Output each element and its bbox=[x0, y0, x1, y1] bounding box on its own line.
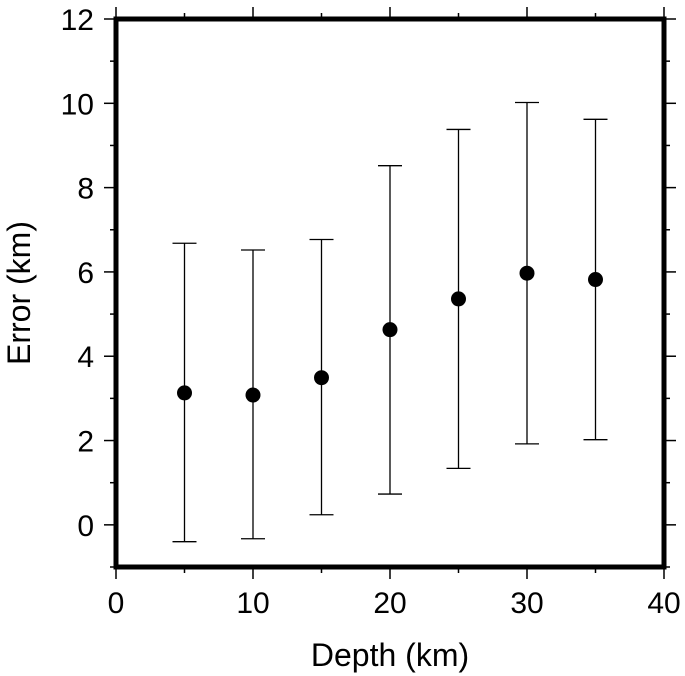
y-tick-label: 12 bbox=[61, 4, 94, 37]
data-point bbox=[519, 265, 535, 281]
y-tick-label: 0 bbox=[77, 510, 94, 543]
data-point bbox=[451, 291, 466, 307]
x-tick-label: 20 bbox=[373, 587, 406, 620]
y-tick-label: 4 bbox=[77, 341, 94, 374]
y-tick-label: 6 bbox=[77, 257, 94, 290]
x-tick-label: 10 bbox=[236, 587, 269, 620]
data-points bbox=[177, 265, 603, 403]
plot-frame bbox=[113, 16, 667, 570]
y-tick-label: 8 bbox=[77, 173, 94, 206]
error-bars bbox=[172, 101, 608, 543]
data-point bbox=[382, 322, 398, 338]
data-point bbox=[588, 272, 603, 288]
data-point bbox=[177, 385, 192, 401]
x-tick-label: 30 bbox=[510, 587, 543, 620]
y-axis-title: Error (km) bbox=[1, 221, 37, 365]
y-tick-label: 2 bbox=[77, 426, 94, 459]
tick-labels: 0 10 20 30 40 0 2 4 6 8 10 12 bbox=[61, 4, 681, 620]
y-tick-label: 10 bbox=[61, 88, 94, 121]
x-axis-title: Depth (km) bbox=[311, 637, 469, 673]
data-point bbox=[245, 387, 261, 403]
x-tick-label: 0 bbox=[108, 587, 125, 620]
data-point bbox=[314, 370, 329, 386]
x-tick-label: 40 bbox=[647, 587, 680, 620]
